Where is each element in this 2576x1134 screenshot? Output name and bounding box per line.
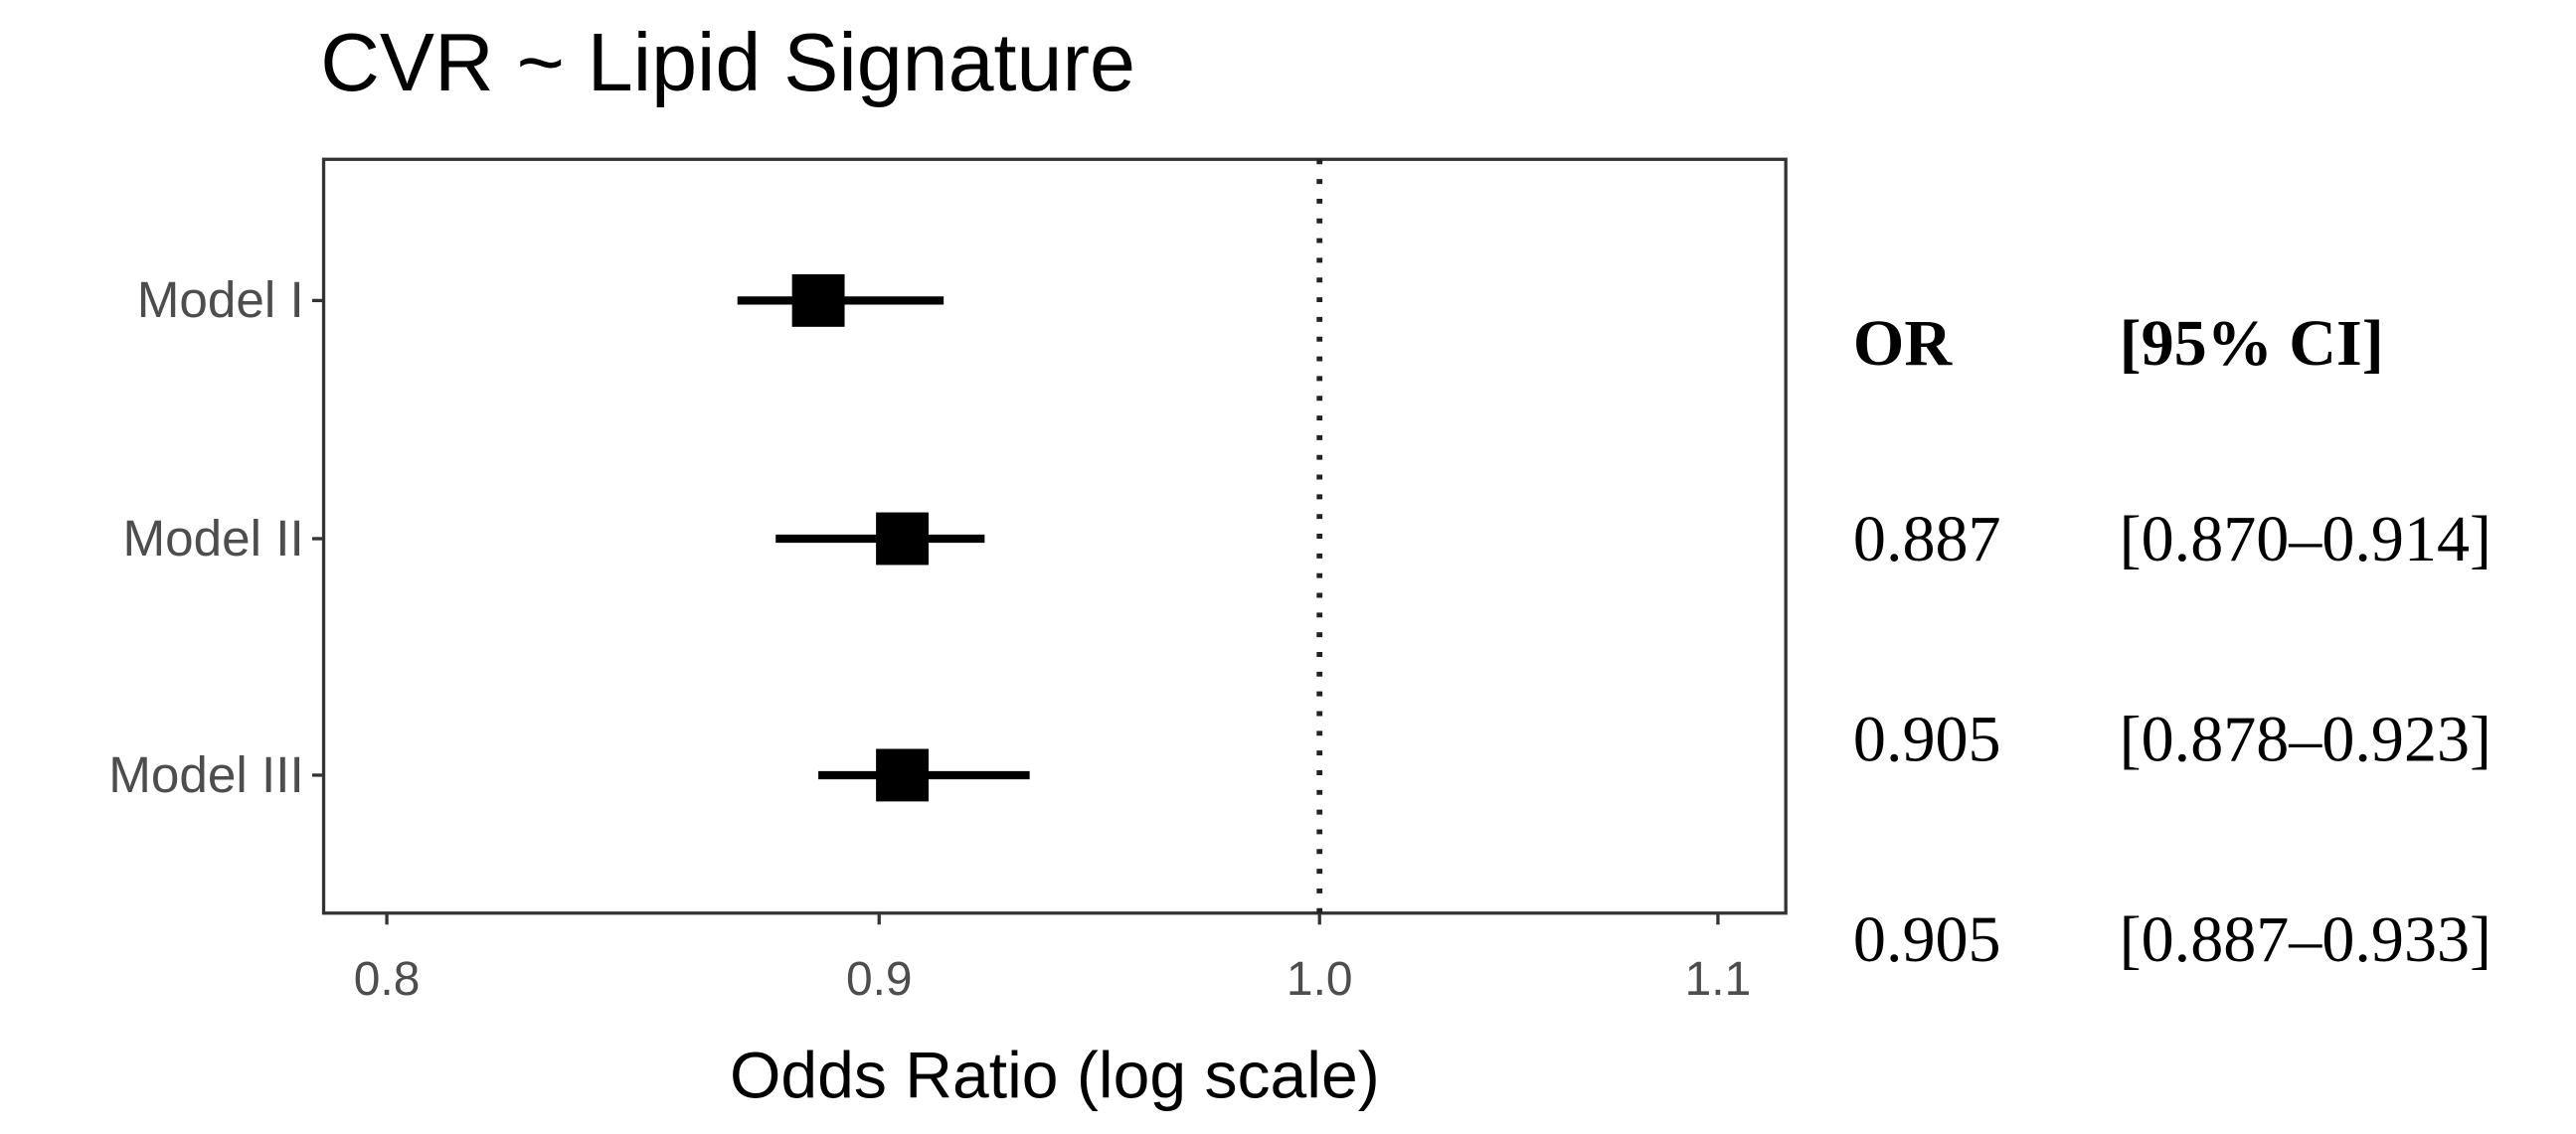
table-cell: [0.870–0.914]	[2120, 503, 2491, 575]
x-tick-label: 1.0	[1287, 953, 1353, 1006]
x-tick-label: 1.1	[1685, 953, 1752, 1006]
y-tick-label: Model I	[137, 271, 304, 328]
point-estimate	[876, 512, 929, 566]
x-axis-label: Odds Ratio (log scale)	[730, 1040, 1380, 1113]
chart-title: CVR ~ Lipid Signature	[320, 16, 1135, 108]
table-header: [95% CI]	[2120, 307, 2384, 380]
table-cell: 0.905	[1853, 703, 2001, 775]
plot-panel	[321, 157, 1788, 915]
table-cell: [0.878–0.923]	[2120, 703, 2491, 775]
x-tick-label: 0.9	[846, 953, 913, 1006]
point-estimate	[791, 273, 845, 327]
table-cell: 0.905	[1853, 903, 2001, 976]
table-cell: 0.887	[1853, 503, 2001, 575]
x-tick-label: 0.8	[354, 953, 421, 1006]
y-tick-label: Model III	[108, 746, 303, 803]
point-estimate	[876, 748, 929, 802]
table-header: OR	[1853, 307, 1953, 380]
table-cell: [0.887–0.933]	[2120, 903, 2491, 976]
y-tick-label: Model II	[122, 510, 303, 567]
